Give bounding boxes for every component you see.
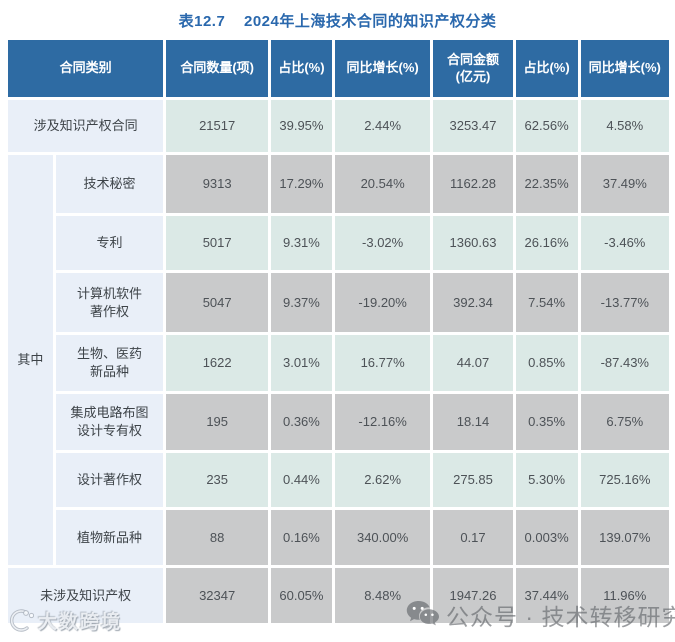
cell-count-share: 3.01%	[270, 335, 332, 391]
cell-amount-share: 37.44%	[515, 568, 578, 623]
cell-amount-yoy: 725.16%	[580, 453, 669, 507]
header-contract-category: 合同类别	[8, 40, 164, 97]
cell-amount: 0.17	[433, 510, 513, 565]
cell-amount: 1360.63	[433, 216, 513, 270]
cell-count: 32347	[166, 568, 268, 623]
cell-amount-yoy: -87.43%	[580, 335, 669, 391]
cell-count: 9313	[166, 155, 268, 213]
row-label: 设计著作权	[55, 453, 164, 507]
cell-count: 88	[166, 510, 268, 565]
group-label-cell: 其中	[8, 155, 53, 565]
cell-count: 5047	[166, 273, 268, 332]
ip-classification-table: 合同类别 合同数量(项) 占比(%) 同比增长(%) 合同金额 (亿元) 占比(…	[5, 37, 672, 626]
row-label: 生物、医药 新品种	[55, 335, 164, 391]
row-label: 植物新品种	[55, 510, 164, 565]
cell-amount-yoy: 11.96%	[580, 568, 669, 623]
page-title: 表12.7 2024年上海技术合同的知识产权分类	[178, 13, 497, 30]
cell-count-share: 0.44%	[270, 453, 332, 507]
table-row: 未涉及知识产权 32347 60.05% 8.48% 1947.26 37.44…	[8, 568, 669, 623]
cell-count-yoy: 20.54%	[334, 155, 431, 213]
cell-count-yoy: 2.62%	[334, 453, 431, 507]
cell-amount-yoy: 6.75%	[580, 394, 669, 450]
cell-amount-yoy: 37.49%	[580, 155, 669, 213]
table-row: 其中 技术秘密 9313 17.29% 20.54% 1162.28 22.35…	[8, 155, 669, 565]
table-row: 生物、医药 新品种 1622 3.01% 16.77% 44.07 0.85% …	[8, 335, 669, 391]
cell-amount-share: 0.85%	[515, 335, 578, 391]
cell-count-share: 9.37%	[270, 273, 332, 332]
row-label: 集成电路布图 设计专有权	[55, 394, 164, 450]
row-label: 未涉及知识产权	[8, 568, 164, 623]
cell-amount: 392.34	[433, 273, 513, 332]
row-label: 涉及知识产权合同	[8, 100, 164, 152]
cell-amount-yoy: -13.77%	[580, 273, 669, 332]
cell-amount-share: 26.16%	[515, 216, 578, 270]
cell-amount: 3253.47	[433, 100, 513, 152]
cell-count-yoy: 2.44%	[334, 100, 431, 152]
table-row: 设计著作权 235 0.44% 2.62% 275.85 5.30% 725.1…	[8, 453, 669, 507]
table-row: 计算机软件 著作权 5047 9.37% -19.20% 392.34 7.54…	[8, 273, 669, 332]
cell-amount-share: 0.35%	[515, 394, 578, 450]
cell-amount-yoy: 139.07%	[580, 510, 669, 565]
cell-amount-share: 0.003%	[515, 510, 578, 565]
cell-count: 5017	[166, 216, 268, 270]
header-amount-share: 占比(%)	[515, 40, 578, 97]
cell-count-yoy: -19.20%	[334, 273, 431, 332]
cell-count-share: 60.05%	[270, 568, 332, 623]
cell-amount: 1947.26	[433, 568, 513, 623]
cell-count-yoy: 16.77%	[334, 335, 431, 391]
cell-amount: 1162.28	[433, 155, 513, 213]
cell-count: 1622	[166, 335, 268, 391]
header-count-yoy: 同比增长(%)	[334, 40, 431, 97]
cell-count-yoy: -12.16%	[334, 394, 431, 450]
row-label: 专利	[55, 216, 164, 270]
cell-count: 235	[166, 453, 268, 507]
cell-count-yoy: 8.48%	[334, 568, 431, 623]
cell-amount-share: 5.30%	[515, 453, 578, 507]
cell-amount-share: 7.54%	[515, 273, 578, 332]
cell-count-share: 9.31%	[270, 216, 332, 270]
cell-count-yoy: -3.02%	[334, 216, 431, 270]
cell-count-share: 39.95%	[270, 100, 332, 152]
table-row: 植物新品种 88 0.16% 340.00% 0.17 0.003% 139.0…	[8, 510, 669, 565]
cell-amount: 18.14	[433, 394, 513, 450]
row-label: 技术秘密	[55, 155, 164, 213]
header-amount-yoy: 同比增长(%)	[580, 40, 669, 97]
cell-count-share: 0.36%	[270, 394, 332, 450]
header-contract-count: 合同数量(项)	[166, 40, 268, 97]
cell-count: 195	[166, 394, 268, 450]
cell-amount-share: 62.56%	[515, 100, 578, 152]
cell-amount: 44.07	[433, 335, 513, 391]
cell-amount-share: 22.35%	[515, 155, 578, 213]
table-row: 涉及知识产权合同 21517 39.95% 2.44% 3253.47 62.5…	[8, 100, 669, 152]
header-count-share: 占比(%)	[270, 40, 332, 97]
table-row: 集成电路布图 设计专有权 195 0.36% -12.16% 18.14 0.3…	[8, 394, 669, 450]
row-label: 计算机软件 著作权	[55, 273, 164, 332]
cell-count-yoy: 340.00%	[334, 510, 431, 565]
cell-count-share: 17.29%	[270, 155, 332, 213]
table-row: 专利 5017 9.31% -3.02% 1360.63 26.16% -3.4…	[8, 216, 669, 270]
cell-count: 21517	[166, 100, 268, 152]
cell-amount-yoy: -3.46%	[580, 216, 669, 270]
cell-count-share: 0.16%	[270, 510, 332, 565]
header-contract-amount: 合同金额 (亿元)	[433, 40, 513, 97]
header-row: 合同类别 合同数量(项) 占比(%) 同比增长(%) 合同金额 (亿元) 占比(…	[8, 40, 669, 97]
cell-amount-yoy: 4.58%	[580, 100, 669, 152]
cell-amount: 275.85	[433, 453, 513, 507]
